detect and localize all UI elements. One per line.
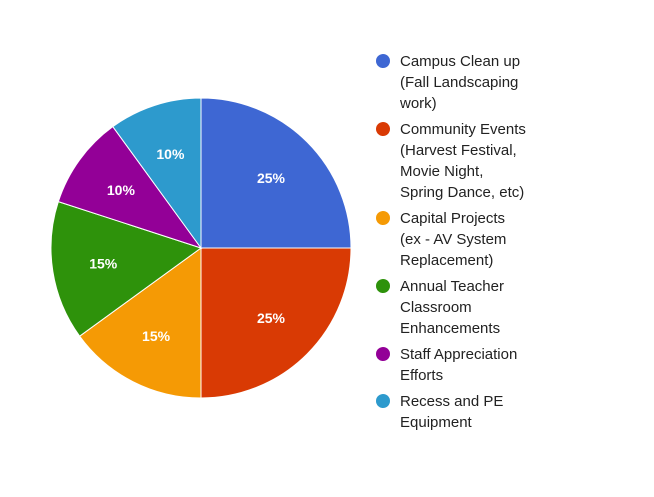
pie-slice-label-1: 25% [257,310,286,326]
pie-slice-0 [200,97,352,249]
pie-slice-2 [78,247,202,399]
pie-slice-3 [50,201,203,337]
legend-label: Staff Appreciation Efforts [400,346,518,384]
legend-swatch-icon [376,279,390,293]
legend-label: Annual Teacher Classroom Enhancements [400,278,504,337]
legend-item: Recess and PE Equipment [376,391,546,433]
legend-label: Campus Clean up (Fall Landscaping work) [400,53,521,112]
legend-swatch-icon [376,54,390,68]
legend-item: Staff Appreciation Efforts [376,344,546,386]
pie-slice-1 [200,247,352,399]
pie-slice-label-2: 15% [142,328,171,344]
legend-label: Community Events (Harvest Festival, Movi… [400,121,526,201]
legend-swatch-icon [376,394,390,408]
pie-slice-5 [112,97,202,250]
chart-legend: Campus Clean up (Fall Landscaping work) C… [376,51,546,438]
legend-item: Community Events (Harvest Festival, Movi… [376,119,546,203]
legend-item: Annual Teacher Classroom Enhancements [376,276,546,339]
pie-slice-label-0: 25% [257,170,286,186]
pie-slice-label-3: 15% [89,255,118,271]
pie-slice-4 [57,125,203,249]
legend-label: Capital Projects (ex - AV System Replace… [400,210,507,269]
pie-slices [50,97,352,399]
legend-item: Campus Clean up (Fall Landscaping work) [376,51,546,114]
legend-swatch-icon [376,211,390,225]
legend-swatch-icon [376,347,390,361]
legend-label: Recess and PE Equipment [400,393,504,431]
legend-swatch-icon [376,122,390,136]
pie-slice-labels: 25% 25% 15% 15% 10% 10% [89,146,285,344]
pie-slice-label-4: 10% [107,182,136,198]
legend-item: Capital Projects (ex - AV System Replace… [376,208,546,271]
pie-slice-label-5: 10% [156,146,185,162]
